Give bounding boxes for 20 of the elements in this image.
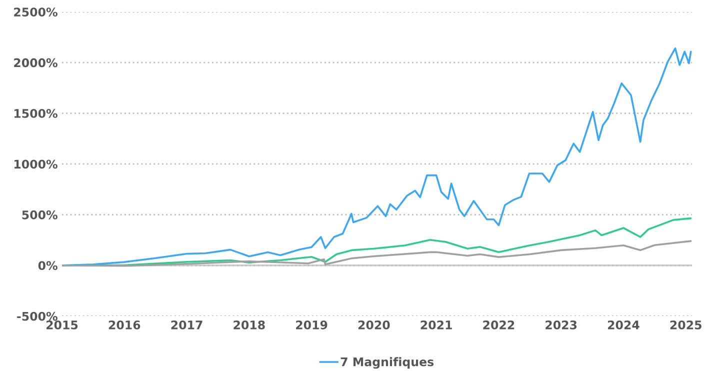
y-tick-label: 500% <box>22 210 58 220</box>
x-tick-label: 2025 <box>670 320 702 330</box>
x-tick-label: 2017 <box>171 320 202 330</box>
x-tick-label: 2023 <box>546 320 577 330</box>
y-tick-label: 2500% <box>14 8 58 17</box>
x-tick-label: 2021 <box>420 320 452 330</box>
y-tick-label: 1000% <box>14 160 58 169</box>
y-tick-label: 0% <box>38 261 58 270</box>
x-tick-label: 2020 <box>358 320 390 330</box>
x-tick-label: 2022 <box>483 320 514 330</box>
y-tick-label: 2000% <box>14 58 58 68</box>
y-tick-label: 1500% <box>14 109 58 118</box>
y-tick-label: -500% <box>17 312 58 321</box>
x-tick-label: 2015 <box>46 320 78 330</box>
x-tick-label: 2016 <box>108 320 140 330</box>
x-tick-label: 2018 <box>234 320 265 330</box>
x-tick-label: 2024 <box>608 320 640 330</box>
x-tick-label: 2019 <box>296 320 328 330</box>
line-series <box>62 240 692 267</box>
legend-label: 7 Magnifiques <box>340 357 434 369</box>
